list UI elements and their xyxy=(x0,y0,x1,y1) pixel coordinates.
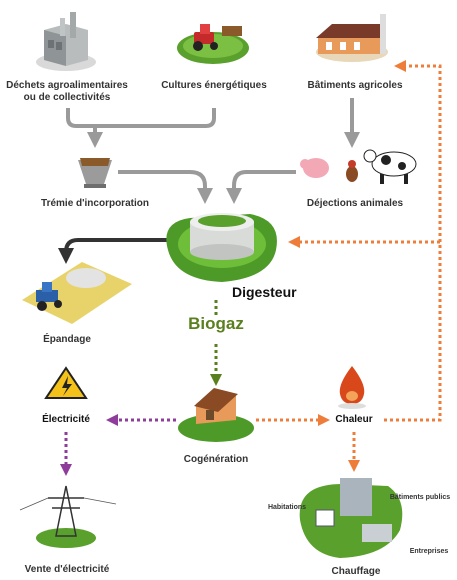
biogaz-label: Biogaz xyxy=(188,314,244,333)
tremie-label: Trémie d'incorporation xyxy=(41,198,149,209)
barn-icon xyxy=(316,14,388,62)
digester-icon xyxy=(166,213,277,282)
batiments-label: Bâtiments agricoles xyxy=(307,80,403,91)
vente-label: Vente d'électricité xyxy=(24,564,110,575)
heat-drop-icon xyxy=(338,366,366,409)
spreader-tractor-icon xyxy=(22,262,132,324)
cultures-label: Cultures énergétiques xyxy=(161,80,267,91)
high-voltage-icon xyxy=(44,366,88,399)
epandage-label: Épandage xyxy=(43,334,91,345)
chaleur-label: Chaleur xyxy=(335,414,373,425)
entreprises-label: Entreprises xyxy=(409,548,449,555)
power-pylon-icon xyxy=(19,485,117,548)
cogeneration-house-icon xyxy=(178,388,254,442)
dejections-label: Déjections animales xyxy=(306,198,404,209)
chauffage-label: Chauffage xyxy=(331,566,381,577)
factory-icon xyxy=(36,12,96,71)
arrow-tremie-to-digesteur xyxy=(118,170,213,204)
heated-buildings-icon xyxy=(299,478,403,558)
dechets-label-line2: ou de collectivités xyxy=(23,92,111,103)
tractor-field-icon xyxy=(177,24,249,64)
cogeneration-label: Cogénération xyxy=(183,454,249,465)
hopper-icon xyxy=(78,158,112,188)
arrow-digesteur-to-epandage xyxy=(58,238,168,264)
arrow-chaleur-to-batiments xyxy=(394,60,442,242)
arrow-chaleur-to-digesteur xyxy=(288,236,442,422)
arrow-dejections-to-digesteur xyxy=(226,170,296,204)
batiments-publics-label: Bâtiments publics xyxy=(389,494,451,501)
dechets-label: Déchets agroalimentaires ou de collectiv… xyxy=(4,80,130,104)
dechets-label-line1: Déchets agroalimentaires xyxy=(6,80,128,91)
habitations-label: Habitations xyxy=(267,504,307,511)
digesteur-label: Digesteur xyxy=(232,284,297,300)
electricite-label: Électricité xyxy=(42,414,90,425)
arrow-dechets-to-tremie xyxy=(66,108,216,140)
farm-animals-icon xyxy=(300,149,417,184)
